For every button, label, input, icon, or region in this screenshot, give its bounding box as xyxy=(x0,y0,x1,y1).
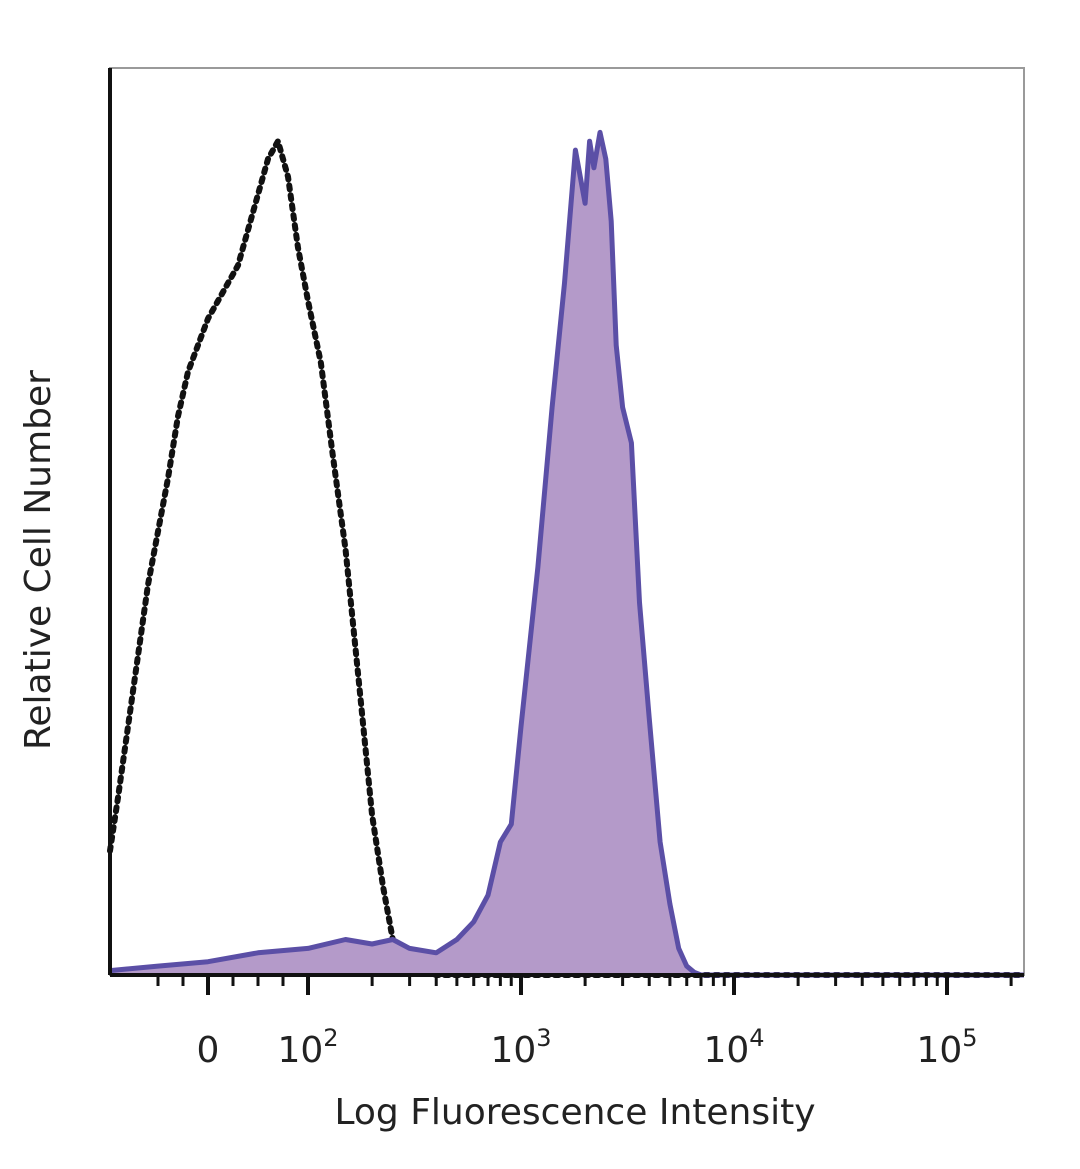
x-tick-label: 103 xyxy=(490,1024,551,1071)
x-axis-ticks xyxy=(156,975,1013,995)
x-tick-label-exponent: 5 xyxy=(962,1024,977,1052)
series-layer xyxy=(107,129,1027,978)
x-axis-tick-labels: 0 102 103 104 105 xyxy=(197,1024,978,1071)
x-tick-label-exponent: 4 xyxy=(749,1024,764,1052)
x-tick-label: 102 xyxy=(277,1024,338,1071)
series-2-line xyxy=(109,129,1024,978)
series-2-area xyxy=(110,132,1024,975)
x-tick-label: 105 xyxy=(916,1024,977,1071)
x-tick-label: 104 xyxy=(703,1024,764,1071)
x-tick-label: 0 xyxy=(197,1030,220,1071)
x-tick-label-exponent: 2 xyxy=(323,1024,338,1052)
y-axis-label: Relative Cell Number xyxy=(18,370,59,750)
x-tick-label-exponent: 3 xyxy=(536,1024,551,1052)
x-axis-label: Log Fluorescence Intensity xyxy=(334,1092,815,1133)
